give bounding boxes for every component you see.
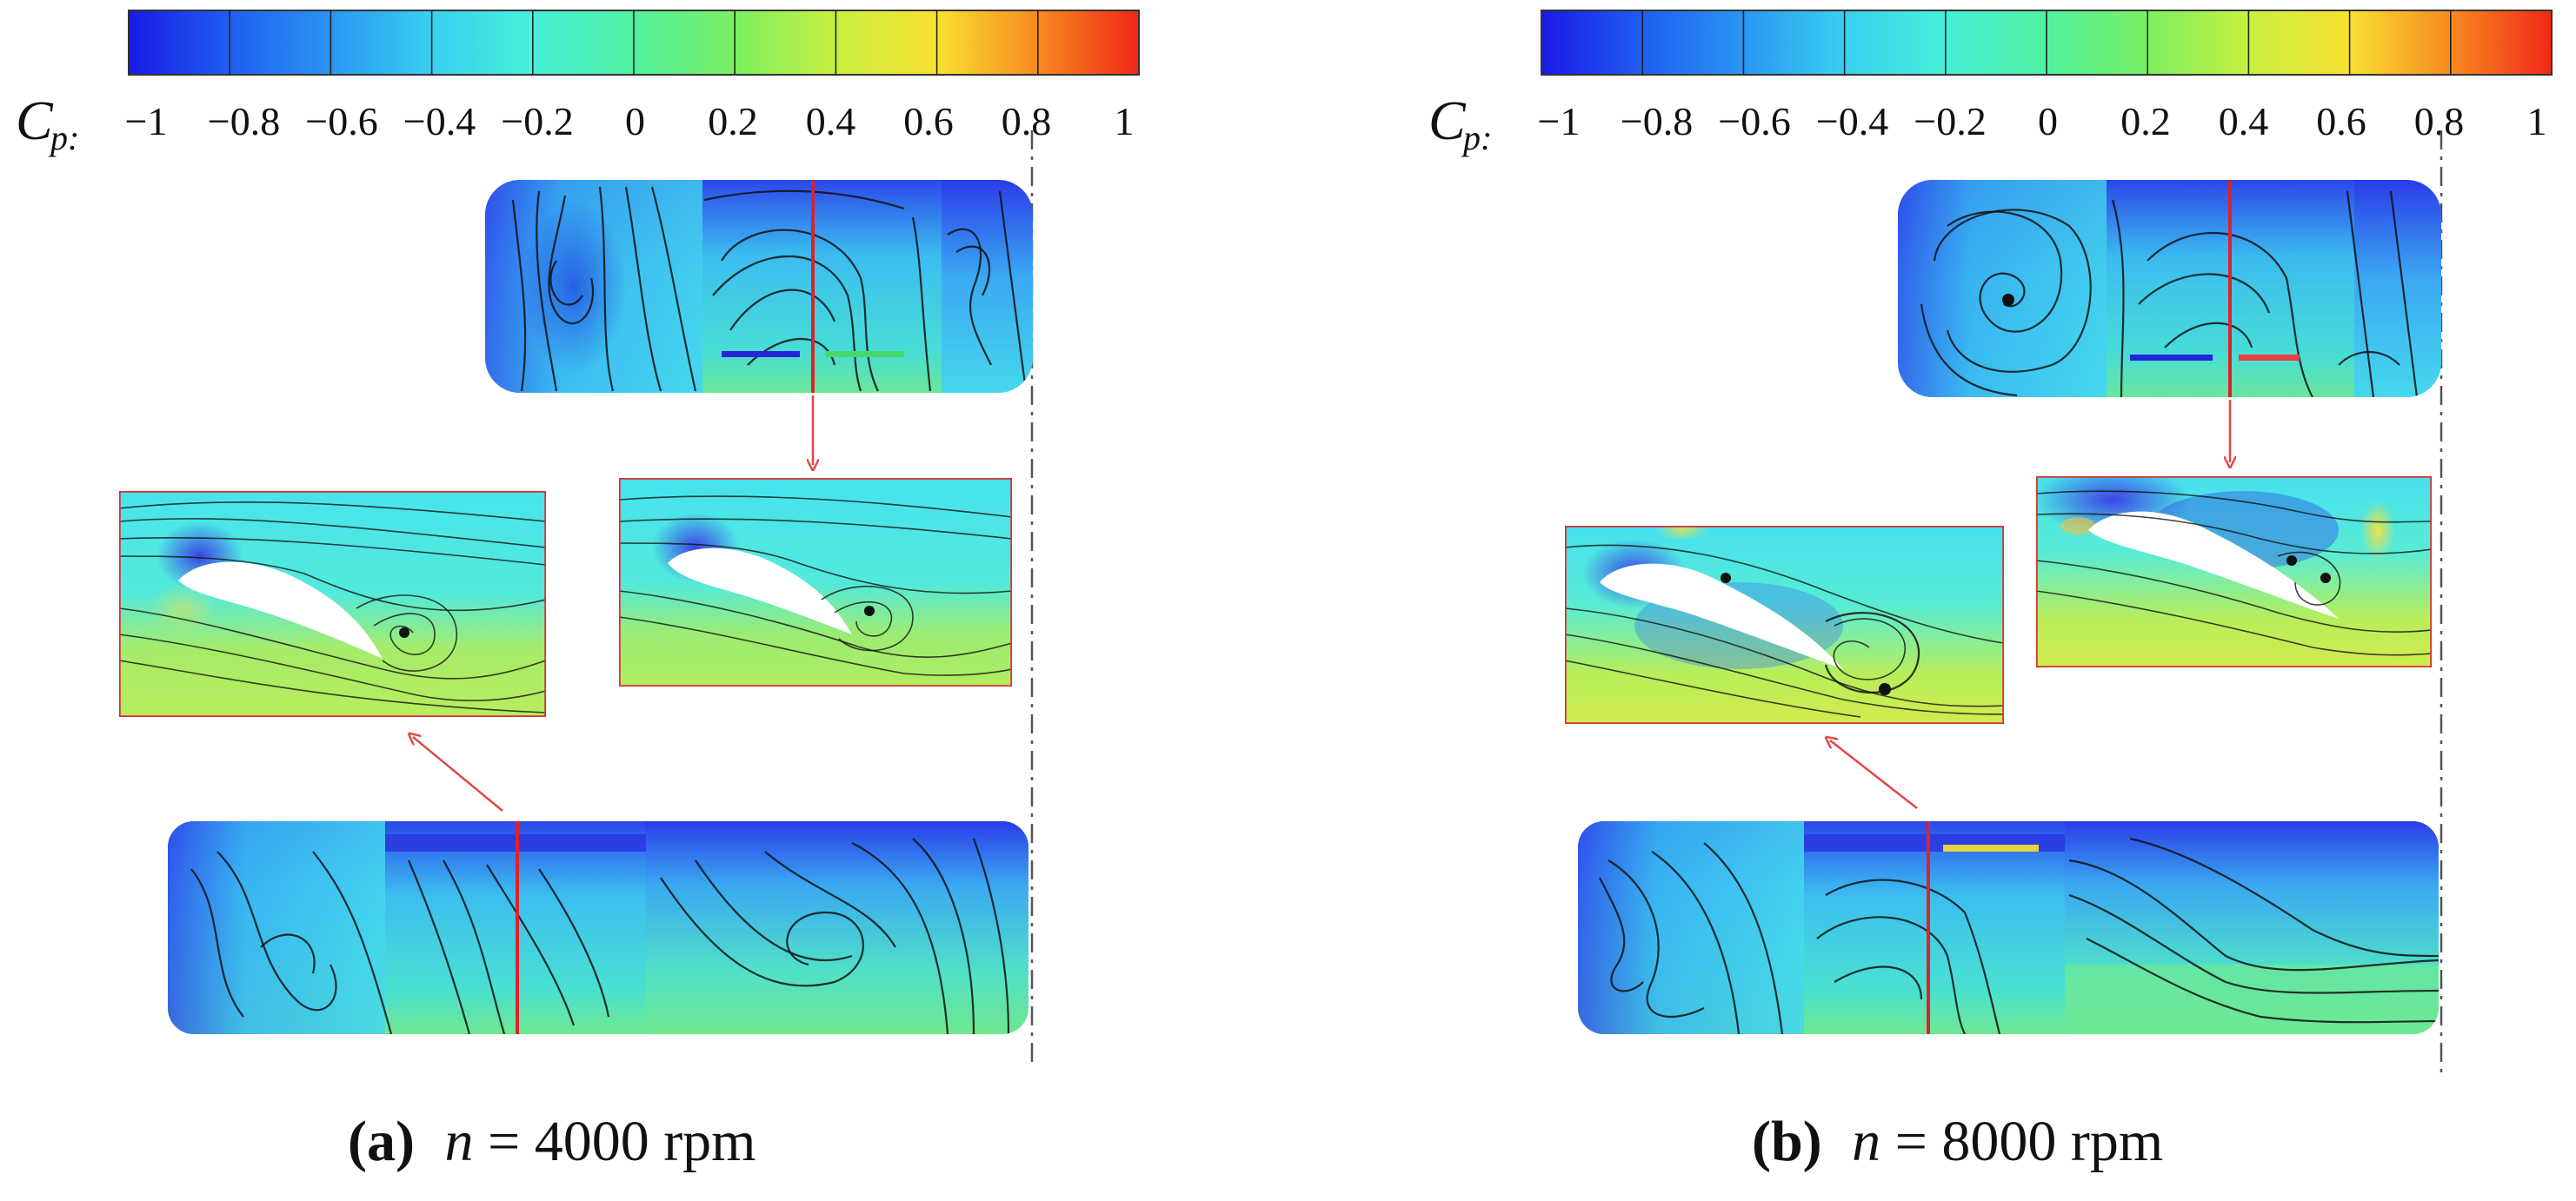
colorbar-tick-b-7: 0.4 <box>2219 99 2269 143</box>
blade-inset-b1 <box>1565 526 2004 724</box>
colorbar-b: −1 −0.8 −0.6 −0.4 −0.2 0 0.2 0.4 0.6 0.8 1 C p: <box>1428 10 2553 157</box>
colorbar-tick-a-6: 0.2 <box>708 99 758 143</box>
colorbar-tick-b-1: −0.8 <box>1621 99 1693 143</box>
colorbar-tick-a-9: 0.8 <box>1002 99 1052 143</box>
zoom-arrow-a-bottom <box>413 737 503 812</box>
colorbar-tick-b-2: −0.6 <box>1718 99 1790 143</box>
blade-inset-b2 <box>2036 476 2432 667</box>
colorbar-label-b: C <box>1428 90 1467 151</box>
caption-var-b: n <box>1852 1110 1880 1173</box>
flow-band-top-b <box>1898 180 2441 397</box>
colorbar-tick-a-0: −1 <box>125 99 168 143</box>
colorbar-tick-b-6: 0.2 <box>2120 99 2171 143</box>
colorbar-tick-a-10: 1 <box>1115 99 1135 143</box>
colorbar-tick-a-1: −0.8 <box>208 99 280 143</box>
blade-inset-a1 <box>119 491 546 717</box>
blade-inset-a2 <box>619 478 1012 687</box>
flow-band-bottom-a <box>168 821 1028 1034</box>
colorbar-tick-b-3: −0.4 <box>1816 99 1888 143</box>
colorbar-tick-b-10: 1 <box>2527 99 2547 143</box>
colorbar-tick-b-8: 0.6 <box>2316 99 2366 143</box>
colorbar-tick-b-4: −0.2 <box>1914 99 1986 143</box>
flow-band-top-a <box>485 180 1033 393</box>
colorbar-tick-a-7: 0.4 <box>806 99 856 143</box>
colorbar-tick-b-9: 0.8 <box>2414 99 2465 143</box>
colorbar-label-sub-a: p: <box>48 118 79 157</box>
caption-value-b: = 8000 rpm <box>1895 1110 2164 1173</box>
colorbar-tick-a-2: −0.6 <box>305 99 377 143</box>
colorbar-tick-a-5: 0 <box>625 99 645 143</box>
colorbar-tick-b-5: 0 <box>2038 99 2058 143</box>
panel-a: −1 −0.8 −0.6 −0.4 −0.2 0 0.2 0.4 0.6 0.8 1 C p: <box>16 10 1140 1173</box>
caption-b: (b) n = 8000 rpm <box>1752 1110 2163 1173</box>
colorbar-label-a: C <box>16 90 54 151</box>
flow-band-bottom-b <box>1578 821 2439 1034</box>
caption-var-a: n <box>444 1110 473 1173</box>
colorbar-tick-b-0: −1 <box>1538 99 1581 143</box>
colorbar-tick-a-4: −0.2 <box>501 99 573 143</box>
caption-value-a: = 4000 rpm <box>488 1110 756 1173</box>
caption-letter-b: (b) <box>1752 1110 1822 1173</box>
colorbar-a: −1 −0.8 −0.6 −0.4 −0.2 0 0.2 0.4 0.6 0.8 1 C p: <box>16 10 1140 157</box>
caption-letter-a: (a) <box>348 1110 415 1173</box>
colorbar-label-sub-b: p: <box>1461 118 1492 157</box>
zoom-arrow-b-bottom <box>1830 740 1918 809</box>
colorbar-tick-a-8: 0.6 <box>903 99 954 143</box>
caption-a: (a) n = 4000 rpm <box>348 1110 756 1173</box>
colorbar-tick-a-3: −0.4 <box>403 99 476 143</box>
panel-b: −1 −0.8 −0.6 −0.4 −0.2 0 0.2 0.4 0.6 0.8 1 C p: <box>1428 10 2553 1173</box>
